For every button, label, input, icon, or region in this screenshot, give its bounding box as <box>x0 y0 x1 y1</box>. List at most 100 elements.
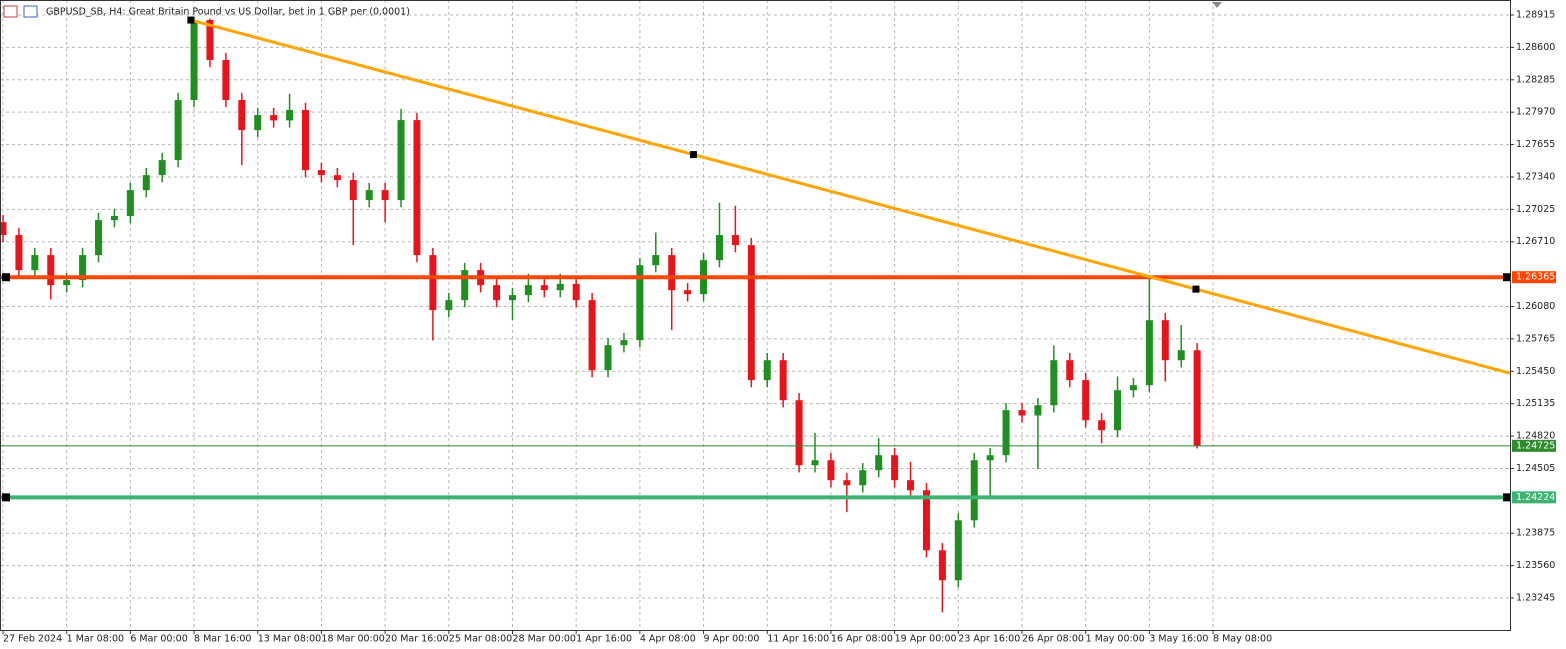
candle-body <box>461 270 469 301</box>
candle-body <box>95 220 103 256</box>
trend-handle <box>689 151 697 159</box>
y-tick-label: 1.27970 <box>1516 107 1555 118</box>
candle-body <box>270 115 278 121</box>
candle-body <box>1002 410 1010 456</box>
candle-body <box>365 190 373 201</box>
x-tick-label: 25 Mar 08:00 <box>449 634 512 645</box>
candle-body <box>986 455 994 461</box>
candle-body <box>1129 385 1137 391</box>
candle-body <box>397 120 405 201</box>
x-tick-label: 27 Feb 2024 <box>3 634 62 645</box>
candle-body <box>620 340 628 346</box>
x-tick-label: 8 Mar 16:00 <box>194 634 251 645</box>
candle-body <box>0 222 7 236</box>
candle-body <box>827 460 835 481</box>
candle-body <box>907 480 915 491</box>
line-handle <box>2 493 10 502</box>
candle-body <box>493 285 501 301</box>
candle-body <box>668 255 676 291</box>
candle-body <box>238 100 246 131</box>
candle-body <box>413 120 421 256</box>
candle-body <box>922 490 930 551</box>
candle-body <box>763 360 771 381</box>
candle-body <box>1145 320 1153 386</box>
price-label-box <box>1512 439 1556 452</box>
price-label-box <box>1512 271 1556 284</box>
trend-line <box>190 18 1511 375</box>
candle-body <box>779 360 787 401</box>
candle-body <box>540 285 548 291</box>
candle-body <box>636 265 644 341</box>
chart-icon[interactable] <box>23 5 38 18</box>
y-tick-label: 1.27655 <box>1516 139 1555 150</box>
candle-body <box>508 295 516 301</box>
x-tick-label: 26 Apr 08:00 <box>1022 634 1084 645</box>
candle-body <box>1177 350 1185 361</box>
y-tick-label: 1.25450 <box>1516 366 1555 377</box>
candle-body <box>588 300 596 371</box>
candle-body <box>174 100 182 161</box>
candle-body <box>572 283 580 301</box>
candle-body <box>254 115 262 131</box>
candle-body <box>31 255 39 271</box>
candle-body <box>747 245 755 381</box>
candle-body <box>1098 420 1106 431</box>
candle-body <box>731 235 739 246</box>
x-tick-label: 20 Mar 16:00 <box>385 634 448 645</box>
x-tick-label: 13 Mar 08:00 <box>258 634 321 645</box>
x-tick-label: 16 Apr 08:00 <box>831 634 893 645</box>
candle-body <box>158 160 166 176</box>
candle-body <box>63 280 71 286</box>
chart-title: GBPUSD_SB, H4: Great Britain Pound vs US… <box>46 7 410 18</box>
candle-body <box>938 550 946 581</box>
candle-body <box>47 255 55 286</box>
price-label: 1.24224 <box>1516 492 1555 503</box>
candle-body <box>286 110 294 121</box>
x-tick-label: 1 May 00:00 <box>1086 634 1145 645</box>
candle-body <box>1066 360 1074 381</box>
candle-body <box>1050 360 1058 406</box>
y-tick-label: 1.23560 <box>1516 560 1555 571</box>
candle-body <box>429 255 437 311</box>
y-tick-label: 1.27340 <box>1516 171 1555 182</box>
x-tick-label: 11 Apr 16:00 <box>767 634 829 645</box>
trend-handle <box>187 16 195 24</box>
marks <box>0 16 1511 613</box>
x-tick-label: 1 Mar 08:00 <box>67 634 124 645</box>
y-tick-label: 1.24505 <box>1516 463 1555 474</box>
candle-body <box>349 180 357 201</box>
y-tick-label: 1.28600 <box>1516 42 1555 53</box>
y-tick-label: 1.23875 <box>1516 528 1555 539</box>
price-label: 1.24725 <box>1516 440 1555 451</box>
x-tick-label: 28 Mar 00:00 <box>512 634 575 645</box>
candle-body <box>206 20 214 61</box>
candle-body <box>970 460 978 521</box>
plot-frame <box>0 0 1511 631</box>
candle-body <box>556 283 564 291</box>
candle-body <box>110 216 118 221</box>
candle-body <box>79 255 87 281</box>
candle-body <box>604 345 612 371</box>
candle-body <box>1114 390 1122 431</box>
x-tick-label: 23 Apr 16:00 <box>958 634 1020 645</box>
candle-body <box>524 285 532 296</box>
x-tick-label: 6 Mar 00:00 <box>130 634 187 645</box>
line-handle <box>1503 493 1511 502</box>
y-tick-label: 1.27025 <box>1516 204 1555 215</box>
y-tick-label: 1.25765 <box>1516 333 1555 344</box>
candle-body <box>302 110 310 171</box>
trend-handle <box>1192 285 1200 293</box>
candle-body <box>1082 380 1090 421</box>
candle-body <box>684 290 692 295</box>
candle-body <box>445 300 453 311</box>
candle-body <box>222 60 230 101</box>
candle-body <box>954 520 962 581</box>
candle-body <box>795 400 803 466</box>
y-tick-label: 1.26080 <box>1516 301 1555 312</box>
candle-body <box>843 480 851 486</box>
line-handle <box>2 273 10 282</box>
menu-icon[interactable] <box>3 5 18 18</box>
